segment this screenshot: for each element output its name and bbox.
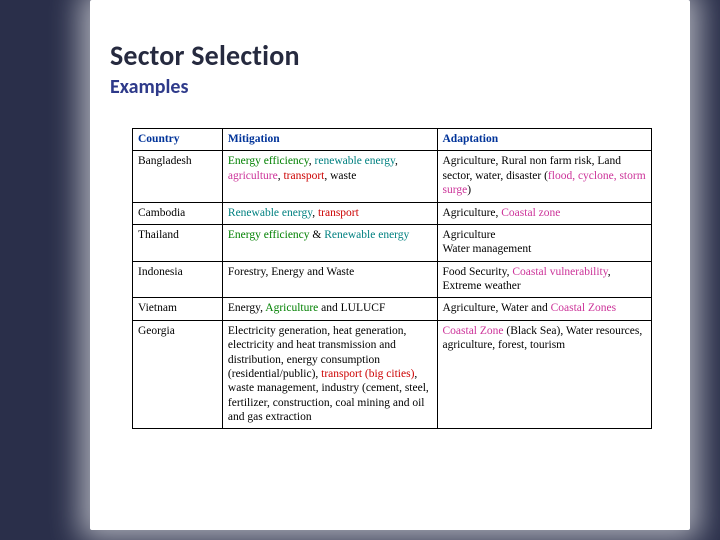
cell-adaptation: Agriculture, Rural non farm risk, Land s… xyxy=(437,151,652,202)
cell-mitigation: Energy efficiency, renewable energy, agr… xyxy=(222,151,437,202)
text-segment: Agriculture xyxy=(443,229,496,241)
cell-adaptation: Agriculture, Coastal zone xyxy=(437,202,652,224)
cell-adaptation: Coastal Zone (Black Sea), Water resource… xyxy=(437,320,652,429)
text-segment: Energy efficiency xyxy=(228,155,309,167)
table-row: VietnamEnergy, Agriculture and LULUCFAgr… xyxy=(133,298,652,320)
table-row: BangladeshEnergy efficiency, renewable e… xyxy=(133,151,652,202)
text-segment: Food Security, xyxy=(443,266,513,278)
col-header-mitigation: Mitigation xyxy=(222,129,437,151)
text-segment: , xyxy=(395,155,398,167)
text-segment: renewable energy xyxy=(315,155,395,167)
cell-mitigation: Energy, Agriculture and LULUCF xyxy=(222,298,437,320)
text-segment: Renewable energy xyxy=(324,229,409,241)
cell-country: Cambodia xyxy=(133,202,223,224)
cell-mitigation: Electricity generation, heat generation,… xyxy=(222,320,437,429)
slide-subtitle: Examples xyxy=(110,75,670,99)
cell-country: Bangladesh xyxy=(133,151,223,202)
text-segment: transport xyxy=(283,170,324,182)
text-segment: Energy, xyxy=(228,302,265,314)
text-segment: & xyxy=(310,229,325,241)
table-row: GeorgiaElectricity generation, heat gene… xyxy=(133,320,652,429)
col-header-country: Country xyxy=(133,129,223,151)
cell-country: Indonesia xyxy=(133,261,223,298)
text-segment: Energy efficiency xyxy=(228,229,310,241)
col-header-adaptation: Adaptation xyxy=(437,129,652,151)
text-segment: transport xyxy=(318,207,359,219)
text-segment: Forestry, Energy and Waste xyxy=(228,266,354,278)
table-row: ThailandEnergy efficiency & Renewable en… xyxy=(133,224,652,261)
text-segment: Renewable energy xyxy=(228,207,312,219)
text-segment: ) xyxy=(467,184,471,196)
text-segment: Coastal Zone xyxy=(443,325,504,337)
cell-country: Thailand xyxy=(133,224,223,261)
table-container: Country Mitigation Adaptation Bangladesh… xyxy=(132,128,652,429)
table-body: BangladeshEnergy efficiency, renewable e… xyxy=(133,151,652,429)
text-segment: Agriculture, Water and xyxy=(443,302,551,314)
cell-adaptation: Food Security, Coastal vulnerability, Ex… xyxy=(437,261,652,298)
text-segment: Agriculture xyxy=(265,302,318,314)
table-row: CambodiaRenewable energy, transportAgric… xyxy=(133,202,652,224)
title-block: Sector Selection Examples xyxy=(110,38,670,99)
cell-adaptation: Agriculture, Water and Coastal Zones xyxy=(437,298,652,320)
text-segment: agriculture xyxy=(228,170,278,182)
slide-title: Sector Selection xyxy=(110,38,670,73)
cell-mitigation: Renewable energy, transport xyxy=(222,202,437,224)
text-segment: Water management xyxy=(443,243,532,255)
cell-country: Vietnam xyxy=(133,298,223,320)
text-segment: and LULUCF xyxy=(318,302,385,314)
cell-adaptation: Agriculture Water management xyxy=(437,224,652,261)
sector-table: Country Mitigation Adaptation Bangladesh… xyxy=(132,128,652,429)
text-segment: Coastal zone xyxy=(501,207,560,219)
text-segment: Coastal Zones xyxy=(551,302,616,314)
text-segment: Coastal vulnerability xyxy=(512,266,607,278)
cell-country: Georgia xyxy=(133,320,223,429)
text-segment: Agriculture, xyxy=(443,207,502,219)
cell-mitigation: Forestry, Energy and Waste xyxy=(222,261,437,298)
table-header-row: Country Mitigation Adaptation xyxy=(133,129,652,151)
text-segment: , waste xyxy=(324,170,356,182)
slide-background: Sector Selection Examples Country Mitiga… xyxy=(0,0,720,540)
cell-mitigation: Energy efficiency & Renewable energy xyxy=(222,224,437,261)
text-segment: transport (big cities) xyxy=(321,368,414,380)
table-row: Indonesia Forestry, Energy and Waste Food … xyxy=(133,261,652,298)
